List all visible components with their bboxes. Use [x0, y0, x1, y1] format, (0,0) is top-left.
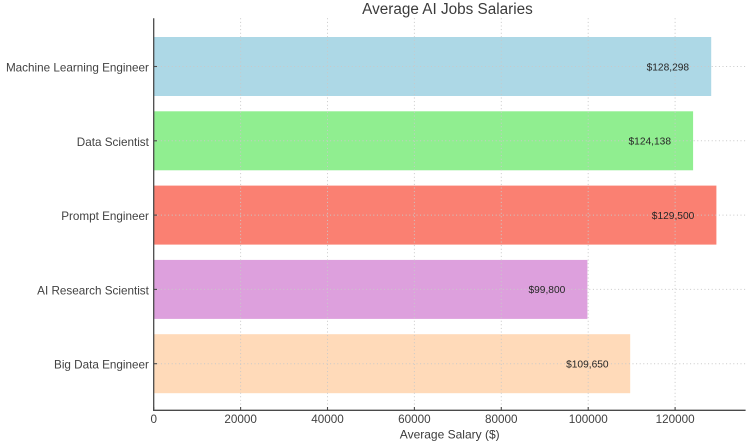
- svg-text:120000: 120000: [656, 413, 696, 426]
- svg-text:$99,800: $99,800: [528, 285, 565, 296]
- svg-text:Prompt Engineer: Prompt Engineer: [61, 210, 149, 223]
- svg-text:Average AI Jobs Salaries: Average AI Jobs Salaries: [362, 1, 533, 18]
- svg-text:AI Research Scientist: AI Research Scientist: [37, 284, 149, 297]
- svg-text:Data Scientist: Data Scientist: [77, 136, 150, 149]
- svg-text:40000: 40000: [311, 413, 344, 426]
- svg-text:$128,298: $128,298: [647, 62, 690, 73]
- svg-text:$124,138: $124,138: [629, 137, 672, 148]
- svg-text:Machine Learning Engineer: Machine Learning Engineer: [6, 62, 149, 75]
- svg-text:100000: 100000: [569, 413, 609, 426]
- svg-text:80000: 80000: [485, 413, 518, 426]
- svg-text:$129,500: $129,500: [652, 211, 695, 222]
- svg-text:20000: 20000: [224, 413, 257, 426]
- svg-text:60000: 60000: [398, 413, 431, 426]
- svg-text:0: 0: [150, 413, 157, 426]
- svg-text:Average Salary ($): Average Salary ($): [400, 427, 500, 441]
- svg-text:Big Data Engineer: Big Data Engineer: [54, 359, 149, 372]
- svg-text:$109,650: $109,650: [566, 360, 609, 371]
